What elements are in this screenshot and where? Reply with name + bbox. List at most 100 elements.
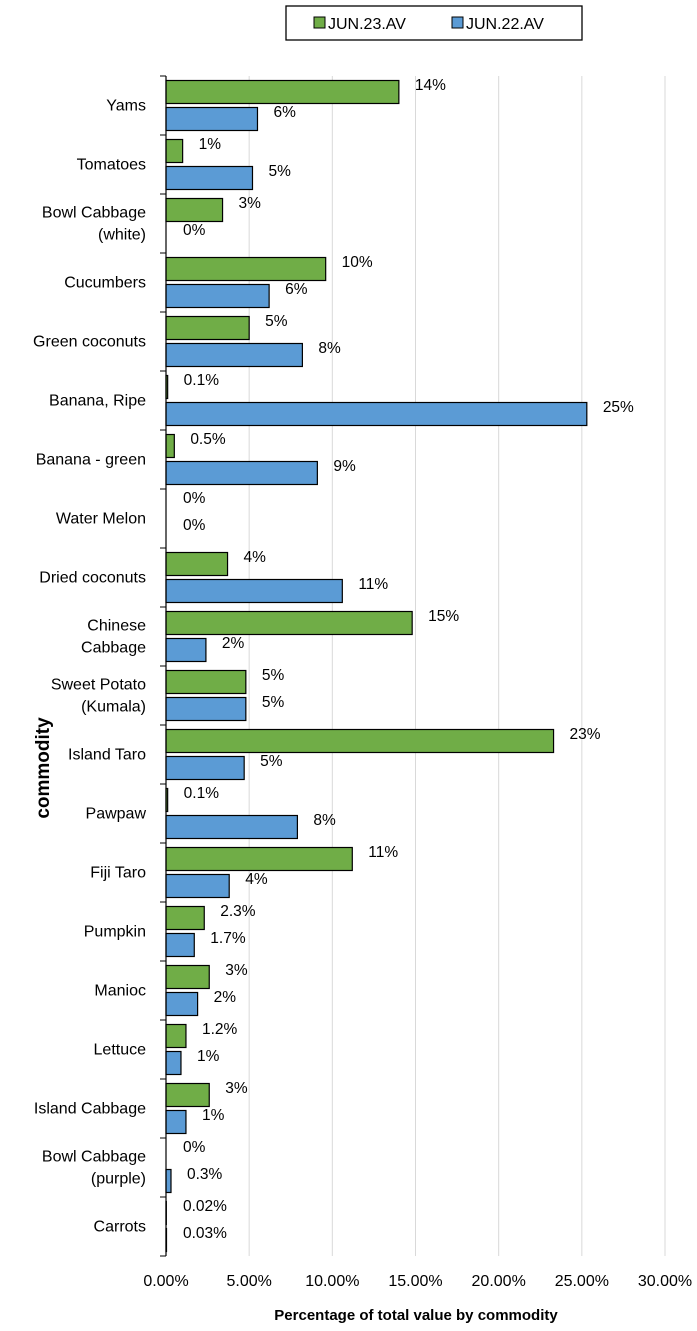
category-label: Pawpaw	[86, 806, 147, 823]
x-tick-label: 5.00%	[226, 1273, 271, 1290]
category-label: Island Cabbage	[34, 1101, 146, 1118]
category-label: Banana, Ripe	[49, 393, 146, 410]
bar-jun23	[166, 81, 399, 104]
category-label: Sweet Potato	[51, 677, 146, 694]
data-label-jun22: 5%	[260, 753, 283, 770]
category-label: Water Melon	[56, 511, 146, 528]
category-label: Bowl Cabbage	[42, 205, 146, 222]
data-label-jun22: 1.7%	[210, 930, 246, 947]
data-label-jun22: 0%	[183, 222, 206, 239]
data-label-jun23: 5%	[262, 667, 285, 684]
category-label: Tomatoes	[77, 157, 146, 174]
category-label: Island Taro	[68, 747, 146, 764]
x-tick-label: 15.00%	[388, 1273, 442, 1290]
data-label-jun22: 9%	[333, 458, 356, 475]
bar-jun22	[166, 403, 587, 426]
bar-jun23	[166, 1084, 209, 1107]
legend-swatch-jun23	[314, 17, 325, 28]
bar-jun22	[166, 816, 297, 839]
category-label: Cabbage	[81, 640, 146, 657]
data-label-jun23: 0.5%	[190, 431, 226, 448]
data-label-jun22: 6%	[285, 281, 308, 298]
legend-swatch-jun22	[452, 17, 463, 28]
y-axis-title: commodity	[33, 717, 54, 819]
bar-jun22	[166, 875, 229, 898]
data-label-jun22: 0.3%	[187, 1166, 223, 1183]
data-label-jun23: 5%	[265, 313, 288, 330]
bar-jun23	[166, 907, 204, 930]
data-label-jun23: 11%	[368, 844, 398, 861]
bar-jun23	[166, 199, 223, 222]
bar-jun22	[166, 757, 244, 780]
category-label: (purple)	[91, 1171, 146, 1188]
bar-jun22	[166, 462, 317, 485]
data-label-jun22: 2%	[214, 989, 237, 1006]
bar-jun23	[166, 258, 326, 281]
x-tick-label: 10.00%	[305, 1273, 359, 1290]
axes	[160, 76, 166, 1256]
category-label: Pumpkin	[84, 924, 146, 941]
data-label-jun22: 8%	[318, 340, 341, 357]
bar-jun23	[166, 612, 412, 635]
data-label-jun23: 3%	[225, 962, 248, 979]
data-label-jun22: 0.03%	[183, 1225, 227, 1242]
bar-jun22	[166, 934, 194, 957]
data-label-jun22: 8%	[313, 812, 336, 829]
bar-jun22	[166, 108, 257, 131]
bar-jun23	[166, 730, 554, 753]
x-tick-label: 25.00%	[555, 1273, 609, 1290]
bar-jun23	[166, 435, 174, 458]
category-label: Carrots	[94, 1219, 146, 1236]
bar-jun22	[166, 580, 342, 603]
data-label-jun23: 4%	[244, 549, 267, 566]
legend: JUN.23.AV JUN.22.AV	[286, 6, 582, 40]
data-label-jun22: 4%	[245, 871, 268, 888]
labels: 0.00%5.00%10.00%15.00%20.00%25.00%30.00%…	[33, 77, 692, 1290]
data-label-jun22: 1%	[202, 1107, 225, 1124]
data-label-jun23: 0%	[183, 1139, 206, 1156]
data-label-jun22: 11%	[358, 576, 388, 593]
data-label-jun22: 5%	[262, 694, 285, 711]
data-label-jun23: 14%	[415, 77, 446, 94]
category-label: Green coconuts	[33, 334, 146, 351]
data-label-jun23: 10%	[342, 254, 373, 271]
category-label: Lettuce	[94, 1042, 147, 1059]
data-label-jun23: 23%	[570, 726, 601, 743]
bar-jun22	[166, 167, 252, 190]
data-label-jun22: 6%	[273, 104, 296, 121]
bar-jun22	[166, 285, 269, 308]
data-label-jun22: 5%	[268, 163, 291, 180]
category-label: Dried coconuts	[39, 570, 146, 587]
data-label-jun23: 0.1%	[184, 372, 220, 389]
bar-jun23	[166, 1025, 186, 1048]
bar-jun22	[166, 344, 302, 367]
bar-jun22	[166, 1052, 181, 1075]
category-label: Yams	[106, 98, 146, 115]
bars	[166, 81, 587, 1252]
bar-jun23	[166, 553, 228, 576]
bar-jun22	[166, 639, 206, 662]
bar-jun22	[166, 698, 246, 721]
category-label: Chinese	[87, 618, 146, 635]
data-label-jun23: 3%	[225, 1080, 248, 1097]
data-label-jun23: 15%	[428, 608, 459, 625]
x-tick-label: 30.00%	[638, 1273, 692, 1290]
category-label: Cucumbers	[64, 275, 146, 292]
bar-jun23	[166, 848, 352, 871]
bar-jun23	[166, 966, 209, 989]
data-label-jun22: 2%	[222, 635, 245, 652]
data-label-jun23: 1.2%	[202, 1021, 238, 1038]
data-label-jun22: 25%	[603, 399, 634, 416]
bar-jun22	[166, 993, 198, 1016]
data-label-jun23: 1%	[199, 136, 222, 153]
bar-jun23	[166, 317, 249, 340]
bar-jun23	[166, 140, 183, 163]
data-label-jun23: 0.1%	[184, 785, 220, 802]
category-label: Fiji Taro	[90, 865, 146, 882]
x-axis-title: Percentage of total value by commodity	[274, 1307, 558, 1324]
data-label-jun23: 0%	[183, 490, 206, 507]
x-tick-label: 0.00%	[143, 1273, 188, 1290]
bar-jun23	[166, 671, 246, 694]
